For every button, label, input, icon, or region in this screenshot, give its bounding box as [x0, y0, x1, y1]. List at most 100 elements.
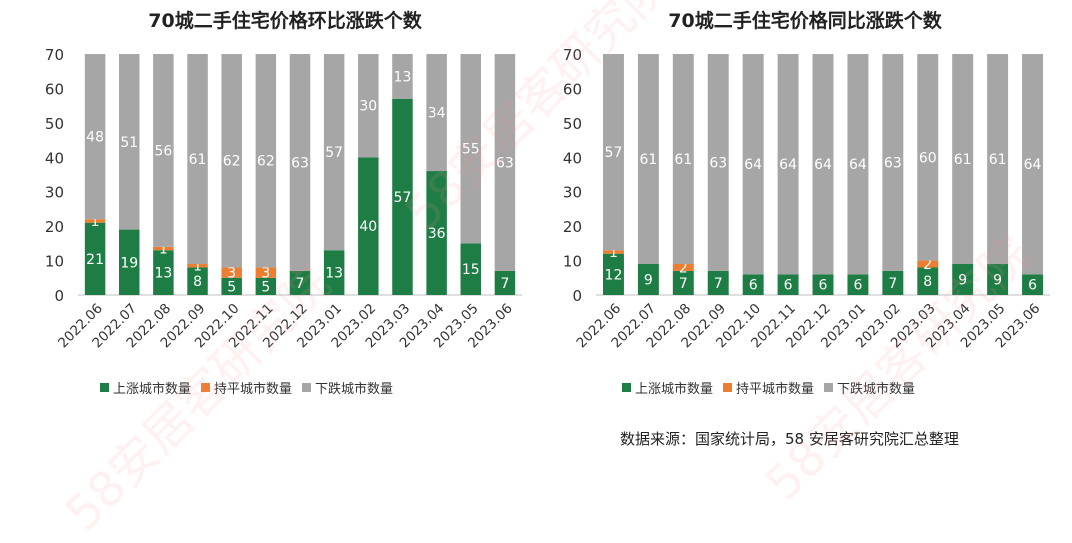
data-label-down: 51: [120, 135, 138, 151]
y-tick-label: 30: [45, 184, 64, 202]
data-label-flat: 3: [227, 266, 236, 282]
data-label-up: 7: [888, 276, 897, 292]
bar-segment-down: [1022, 54, 1044, 275]
legend-swatch-up: [622, 383, 631, 392]
data-label-down: 57: [325, 145, 343, 161]
data-label-up: 9: [958, 273, 967, 289]
bar-segment-up: [323, 250, 345, 295]
data-label-up: 13: [154, 266, 172, 282]
data-label-down: 64: [849, 157, 867, 173]
chart-title-mom: 70城二手住宅价格环比涨跌个数: [148, 10, 422, 32]
bar-segment-up: [84, 222, 106, 295]
data-label-up: 40: [359, 219, 377, 235]
data-label-up: 5: [261, 279, 270, 295]
bar-segment-up: [847, 274, 869, 295]
legend-swatch-down: [302, 383, 312, 392]
bar-segment-up: [187, 267, 208, 295]
bar-segment-up: [460, 243, 482, 295]
data-label-up: 7: [714, 276, 723, 292]
data-label-down: 57: [605, 145, 623, 161]
data-source-note: 数据来源：国家统计局，58 安居客研究院汇总整理: [620, 430, 959, 448]
bar-segment-up: [255, 277, 277, 295]
bar-segment-down: [987, 54, 1009, 265]
bar-segment-down: [289, 54, 311, 271]
y-tick-label: 50: [45, 115, 64, 133]
bar-segment-flat: [602, 250, 624, 254]
data-label-flat: 2: [923, 257, 932, 273]
bar-segment-up: [392, 98, 413, 295]
data-label-down: 34: [428, 106, 446, 122]
bar-segment-up: [153, 250, 174, 295]
y-tick-label: 0: [572, 287, 582, 305]
bar-segment-up: [426, 171, 447, 295]
data-label-down: 64: [1024, 157, 1042, 173]
bar-segment-up: [917, 267, 939, 295]
data-label-up: 7: [500, 276, 509, 292]
legend-item-down: 下跌城市数量: [824, 378, 915, 397]
data-label-flat: 1: [193, 259, 202, 275]
charts-canvas: 010203040506070211482022.06190512022.071…: [45, 46, 1050, 351]
legend-swatch-flat: [201, 383, 211, 392]
data-label-up: 6: [749, 278, 758, 294]
bar-segment-up: [289, 270, 311, 295]
data-label-down: 56: [154, 143, 172, 159]
bar-segment-up: [1022, 274, 1044, 295]
bar-segment-down: [637, 54, 659, 265]
y-tick-label: 10: [563, 253, 582, 271]
data-label-down: 61: [954, 152, 972, 168]
legend-label-up: 上涨城市数量: [635, 382, 714, 397]
bar-segment-down: [392, 54, 413, 99]
data-label-down: 61: [189, 152, 207, 168]
legend-swatch-flat: [723, 383, 733, 392]
bar-segment-up: [952, 264, 974, 295]
y-tick-label: 20: [45, 218, 64, 236]
data-label-up: 21: [86, 252, 104, 268]
legend-label-flat: 持平城市数量: [214, 382, 293, 397]
data-label-up: 9: [993, 273, 1002, 289]
data-label-down: 55: [462, 142, 480, 158]
data-label-flat: 2: [679, 260, 688, 276]
data-label-down: 62: [223, 154, 241, 170]
data-label-down: 63: [884, 155, 902, 171]
data-label-down: 64: [744, 157, 762, 173]
bar-segment-flat: [153, 246, 174, 251]
data-label-down: 63: [709, 155, 727, 171]
bar-segment-down: [187, 54, 208, 265]
data-label-flat: 1: [609, 245, 618, 261]
data-label-flat: 1: [91, 214, 100, 230]
bar-segment-flat: [221, 267, 242, 278]
legend-mom: 上涨城市数量 持平城市数量 下跌城市数量: [100, 378, 403, 397]
y-tick-label: 40: [45, 149, 64, 167]
bar-segment-down: [672, 54, 694, 265]
y-tick-label: 50: [563, 115, 582, 133]
data-label-down: 30: [359, 99, 377, 115]
bar-segment-down: [777, 54, 799, 275]
legend-item-up: 上涨城市数量: [622, 378, 713, 397]
data-label-down: 13: [394, 69, 412, 85]
bar-segment-down: [255, 54, 277, 268]
legend-item-up: 上涨城市数量: [100, 378, 191, 397]
data-label-up: 36: [428, 226, 446, 242]
legend-label-flat: 持平城市数量: [736, 382, 815, 397]
bar-segment-flat: [255, 267, 277, 278]
bar-segment-down: [153, 54, 174, 247]
legend-swatch-up: [100, 383, 109, 392]
legend-yoy: 上涨城市数量 持平城市数量 下跌城市数量: [622, 378, 925, 397]
legend-swatch-down: [824, 383, 834, 392]
bar-segment-up: [742, 274, 764, 295]
data-label-up: 8: [193, 274, 202, 290]
data-label-down: 63: [496, 155, 514, 171]
data-label-up: 6: [784, 278, 793, 294]
bar-segment-up: [882, 270, 904, 295]
bar-segment-down: [707, 54, 729, 271]
legend-label-down: 下跌城市数量: [315, 382, 394, 397]
data-label-down: 62: [257, 154, 275, 170]
y-tick-label: 60: [563, 80, 582, 98]
data-label-down: 60: [919, 150, 937, 166]
data-label-up: 6: [1028, 278, 1037, 294]
legend-item-flat: 持平城市数量: [201, 378, 292, 397]
bar-segment-down: [221, 54, 242, 268]
y-tick-label: 40: [563, 149, 582, 167]
chart-title-yoy: 70城二手住宅价格同比涨跌个数: [668, 10, 942, 32]
data-label-up: 7: [296, 276, 305, 292]
